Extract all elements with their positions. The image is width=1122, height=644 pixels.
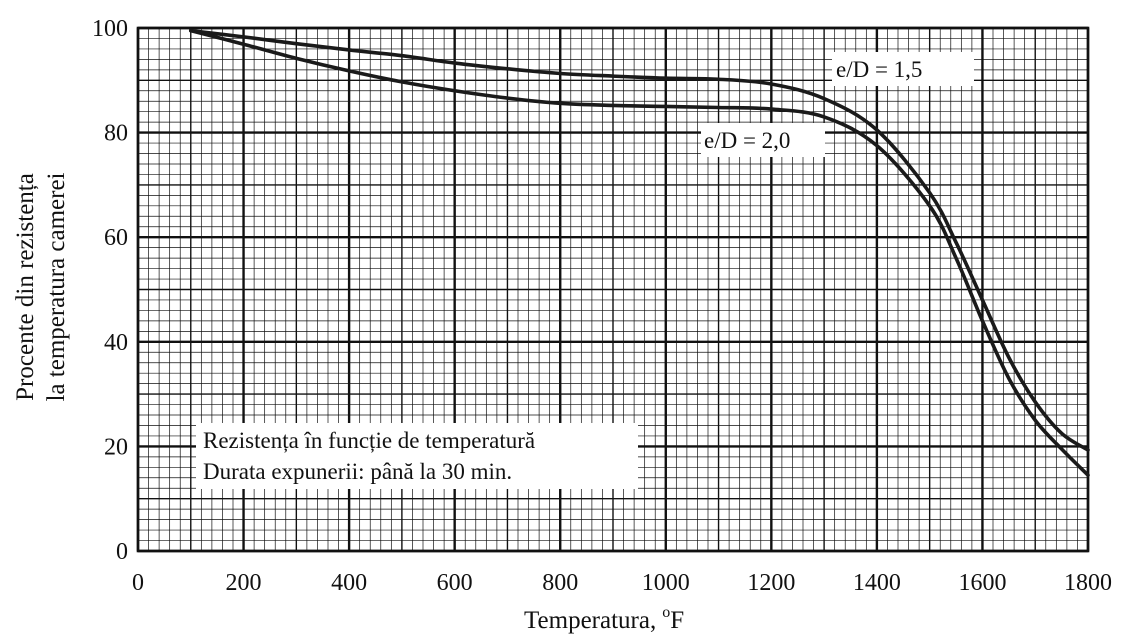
plot-frame xyxy=(136,26,1090,553)
svg-text:Temperatura,oF: Temperatura, oF xyxy=(524,604,684,634)
y-axis-title-line-1: Procente din rezistența xyxy=(12,173,39,401)
series-label-ed-2-0: e/D = 2,0 xyxy=(701,123,825,157)
y-tick-label: 0 xyxy=(116,539,128,565)
x-axis-unit: F xyxy=(670,607,684,634)
x-tick-label: 1600 xyxy=(958,570,1006,596)
y-axis-title: Procente din rezistența la temperatura c… xyxy=(12,172,70,401)
x-tick-label: 1800 xyxy=(1064,570,1112,596)
x-axis-unit-degree: o xyxy=(662,604,670,621)
x-tick-label: 1200 xyxy=(747,570,795,596)
x-tick-label: 1000 xyxy=(642,570,690,596)
series-line-2 xyxy=(188,28,1090,477)
y-tick-label: 80 xyxy=(104,121,128,147)
x-tick-label: 800 xyxy=(542,570,578,596)
y-tick-label: 100 xyxy=(92,16,128,42)
series-label-ed-1-5-text: e/D = 1,5 xyxy=(836,57,922,82)
chart-annotation: Rezistența în funcție de temperatură Dur… xyxy=(196,423,638,489)
x-tick-label: 0 xyxy=(132,570,144,596)
x-tick-label: 400 xyxy=(331,570,367,596)
y-axis-title-line-2: la temperatura camerei xyxy=(43,172,70,401)
x-tick-label: 1400 xyxy=(853,570,901,596)
x-tick-label: 600 xyxy=(437,570,473,596)
x-axis-title-text: Temperatura, xyxy=(524,607,656,634)
series-lines xyxy=(188,28,1090,477)
y-tick-label: 20 xyxy=(104,434,128,460)
tick-labels: 0 200 400 600 800 1000 1200 1400 1600 1800 0 20 40 60… xyxy=(92,16,1112,596)
series-label-ed-1-5: e/D = 1,5 xyxy=(832,52,974,86)
annotation-line-1: Rezistența în funcție de temperatură xyxy=(203,428,535,453)
annotation-line-2: Durata expunerii: până la 30 min. xyxy=(203,459,512,484)
series-line-1 xyxy=(188,28,1090,452)
x-axis-title: Temperatura, oF xyxy=(524,604,684,634)
y-tick-label: 60 xyxy=(104,225,128,251)
y-tick-label: 40 xyxy=(104,330,128,356)
x-tick-label: 200 xyxy=(226,570,262,596)
series-label-ed-2-0-text: e/D = 2,0 xyxy=(704,128,790,153)
